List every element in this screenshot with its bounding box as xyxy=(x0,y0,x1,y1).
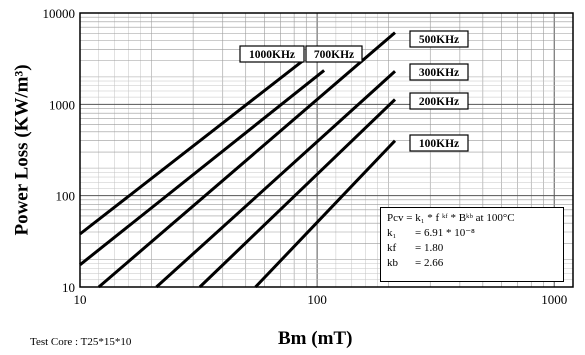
plot-frame xyxy=(79,12,574,288)
series-label-500khz: 500KHz xyxy=(409,30,469,48)
kf-row: kf = 1.80 xyxy=(387,241,557,256)
series-label-box xyxy=(409,63,469,81)
formula-box: Pcv = k₁ * f ᵏᶠ * Bᵏᵇ at 100°C k₁ = 6.91 … xyxy=(380,207,564,282)
kf-label: kf xyxy=(387,242,397,254)
series-label-text: 100KHz xyxy=(419,138,459,150)
series-label-box xyxy=(409,92,469,110)
series-line-1000khz xyxy=(79,59,304,236)
y-axis-label: Power Loss (KW/m³) xyxy=(12,64,34,236)
series-labels: 1000KHz 700KHz 500KHz 300KHz 200KHz 100KHz xyxy=(239,30,469,152)
y-tick-label: 10 xyxy=(62,280,75,295)
k1-row: k₁ = 6.91 * 10⁻⁸ xyxy=(387,226,557,241)
series-label-700khz: 700KHz xyxy=(305,45,363,63)
tick-labels: 10 100 1000 10 100 1000 10000 xyxy=(43,6,568,307)
series-label-200khz: 200KHz xyxy=(409,92,469,110)
series-label-box xyxy=(409,30,469,48)
series-label-text: 700KHz xyxy=(314,49,354,61)
series-label-box xyxy=(409,134,469,152)
y-tick-label: 1000 xyxy=(49,97,75,112)
kb-value: = 2.66 xyxy=(415,257,444,269)
series-label-box xyxy=(239,45,305,63)
series-label-text: 200KHz xyxy=(419,96,459,108)
series-line-100khz xyxy=(254,139,397,289)
series-line-300khz xyxy=(155,70,397,289)
series-label-text: 1000KHz xyxy=(249,49,295,61)
series-label-300khz: 300KHz xyxy=(409,63,469,81)
series-label-1000khz: 1000KHz xyxy=(239,45,305,63)
series-lines xyxy=(79,31,397,289)
formula-line: Pcv = k₁ * f ᵏᶠ * Bᵏᵇ at 100°C xyxy=(387,212,515,224)
series-label-text: 300KHz xyxy=(419,67,459,79)
series-line-500khz xyxy=(97,31,396,289)
y-tick-label: 100 xyxy=(56,189,76,204)
kb-row: kb = 2.66 xyxy=(387,256,557,271)
k1-value: = 6.91 * 10⁻⁸ xyxy=(415,227,475,239)
x-tick-label: 100 xyxy=(307,292,327,307)
x-tick-label: 10 xyxy=(74,292,87,307)
kf-value: = 1.80 xyxy=(415,242,444,254)
series-line-200khz xyxy=(198,98,397,289)
k1-label: k₁ xyxy=(387,227,397,239)
series-line-700khz xyxy=(79,69,326,266)
series-label-text: 500KHz xyxy=(419,34,459,46)
x-tick-label: 1000 xyxy=(541,292,567,307)
x-axis-label: Bm (mT) xyxy=(278,328,353,349)
series-label-box xyxy=(305,45,363,63)
y-tick-label: 10000 xyxy=(43,6,76,21)
series-label-100khz: 100KHz xyxy=(409,134,469,152)
y-axis-label-wrap: Power Loss (KW/m³) xyxy=(6,10,40,290)
test-core-note: Test Core : T25*15*10 xyxy=(30,336,132,348)
kb-label: kb xyxy=(387,257,398,269)
